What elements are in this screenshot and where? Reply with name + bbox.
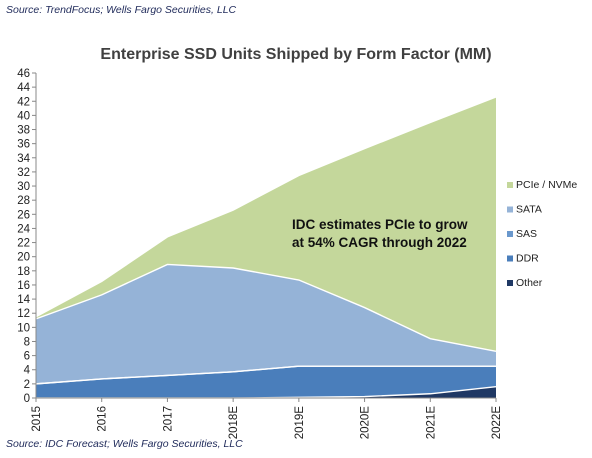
area-pcie-nvme [36, 97, 496, 352]
x-tick-label: 2018E [228, 406, 240, 440]
legend-swatch-sata [507, 206, 513, 213]
y-tick-label: 32 [17, 167, 30, 179]
boundary-sata [35, 263, 497, 353]
x-tick-label: 2015 [31, 406, 43, 432]
y-tick-label: 34 [17, 153, 30, 165]
y-tick-label: 10 [17, 322, 30, 334]
axes-group: 0246810121416182022242628303234363840424… [17, 68, 503, 439]
y-tick-label: 16 [17, 280, 30, 292]
legend-label-ddr: DDR [516, 253, 539, 265]
area-sata [36, 264, 496, 384]
legend: PCIe / NVMe SATA SAS DDR Other [507, 179, 577, 289]
legend-swatch-sas [507, 231, 513, 237]
y-tick-label: 20 [17, 252, 30, 264]
y-tick-label: 44 [17, 82, 30, 94]
y-tick-label: 22 [17, 238, 30, 250]
y-tick-label: 38 [17, 125, 30, 137]
y-tick-label: 36 [17, 139, 30, 151]
legend-swatch-other [507, 280, 513, 286]
legend-label-other: Other [516, 277, 543, 289]
legend-swatch-pcie-nvme [507, 182, 513, 188]
source-note-top: Source: TrendFocus; Wells Fargo Securiti… [6, 4, 237, 16]
y-tick-label: 6 [24, 351, 30, 363]
annotation-line-2: at 54% CAGR through 2022 [292, 235, 467, 250]
y-tick-label: 2 [24, 379, 30, 391]
legend-label-sas: SAS [516, 228, 537, 240]
x-tick-label: 2019E [294, 406, 306, 440]
x-tick-label: 2020E [360, 406, 372, 440]
y-tick-label: 14 [17, 294, 30, 306]
y-tick-label: 26 [17, 209, 30, 221]
y-tick-label: 42 [17, 96, 30, 108]
legend-label-sata: SATA [516, 204, 542, 216]
y-tick-label: 40 [17, 110, 30, 122]
y-tick-label: 24 [17, 223, 30, 235]
x-tick-label: 2017 [162, 406, 174, 432]
y-tick-label: 30 [17, 181, 30, 193]
boundary-pcie-nvme [35, 96, 497, 318]
y-tick-label: 46 [17, 68, 30, 80]
area-other [36, 386, 496, 398]
chart-title: Enterprise SSD Units Shipped by Form Fac… [100, 46, 492, 63]
y-tick-label: 28 [17, 195, 30, 207]
x-tick-label: 2021E [425, 406, 437, 440]
x-tick-label: 2016 [97, 406, 109, 432]
y-tick-label: 8 [24, 336, 30, 348]
source-note-bottom: Source: IDC Forecast; Wells Fargo Securi… [6, 438, 243, 450]
legend-swatch-ddr [507, 255, 513, 262]
x-tick-label: 2022E [491, 406, 503, 440]
boundary-sas [35, 365, 496, 385]
area-ddr [36, 366, 496, 398]
y-tick-label: 18 [17, 266, 30, 278]
y-tick-label: 0 [24, 393, 30, 405]
area-series-group [35, 96, 497, 399]
annotation-line-1: IDC estimates PCIe to grow [292, 217, 468, 232]
y-tick-label: 12 [17, 308, 30, 320]
legend-label-pcie-nvme: PCIe / NVMe [516, 179, 577, 191]
y-tick-label: 4 [24, 365, 31, 377]
